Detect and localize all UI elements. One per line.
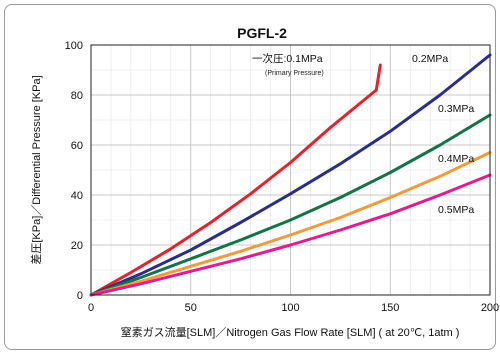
x-axis-label: 窒素ガス流量[SLM]／Nitrogen Gas Flow Rate [SLM]… xyxy=(121,325,460,339)
y-tick-label: 60 xyxy=(71,140,83,152)
series-group xyxy=(89,53,492,297)
series-line-0.4mpa xyxy=(89,151,492,297)
series-label-0.4mpa: 0.4MPa xyxy=(438,153,474,165)
plot-border xyxy=(90,44,491,296)
chart-title: PGFL-2 xyxy=(237,25,287,41)
grid xyxy=(90,44,491,296)
y-tick-label: 0 xyxy=(77,290,83,302)
tick-labels: 0 50 100 150 200 0 20 40 60 80 100 xyxy=(65,40,500,314)
y-axis-label: 差圧[KPa]／Differential Pressure [KPa] xyxy=(29,75,43,264)
series-label-0.2mpa: 0.2MPa xyxy=(412,53,448,65)
series-line-0.5mpa xyxy=(89,173,492,297)
x-tick-label: 200 xyxy=(481,302,499,314)
y-tick-label: 100 xyxy=(65,40,83,52)
x-tick-label: 0 xyxy=(88,302,94,314)
y-tick-label: 80 xyxy=(71,90,83,102)
series-label-0.3mpa: 0.3MPa xyxy=(438,103,474,115)
y-tick-label: 20 xyxy=(71,240,83,252)
series-label-0.1mpa: 一次圧:0.1MPa xyxy=(252,52,323,65)
x-tick-label: 150 xyxy=(381,302,399,314)
x-tick-label: 100 xyxy=(281,302,299,314)
series-line-0.1mpa xyxy=(89,63,382,297)
primary-pressure-annotation: (Primary Pressure) xyxy=(265,70,324,77)
series-label-0.5mpa: 0.5MPa xyxy=(438,204,474,216)
series-line-0.2mpa xyxy=(89,53,492,297)
y-tick-label: 40 xyxy=(71,190,83,202)
series-line-0.3mpa xyxy=(89,113,492,297)
x-tick-label: 50 xyxy=(185,302,197,314)
